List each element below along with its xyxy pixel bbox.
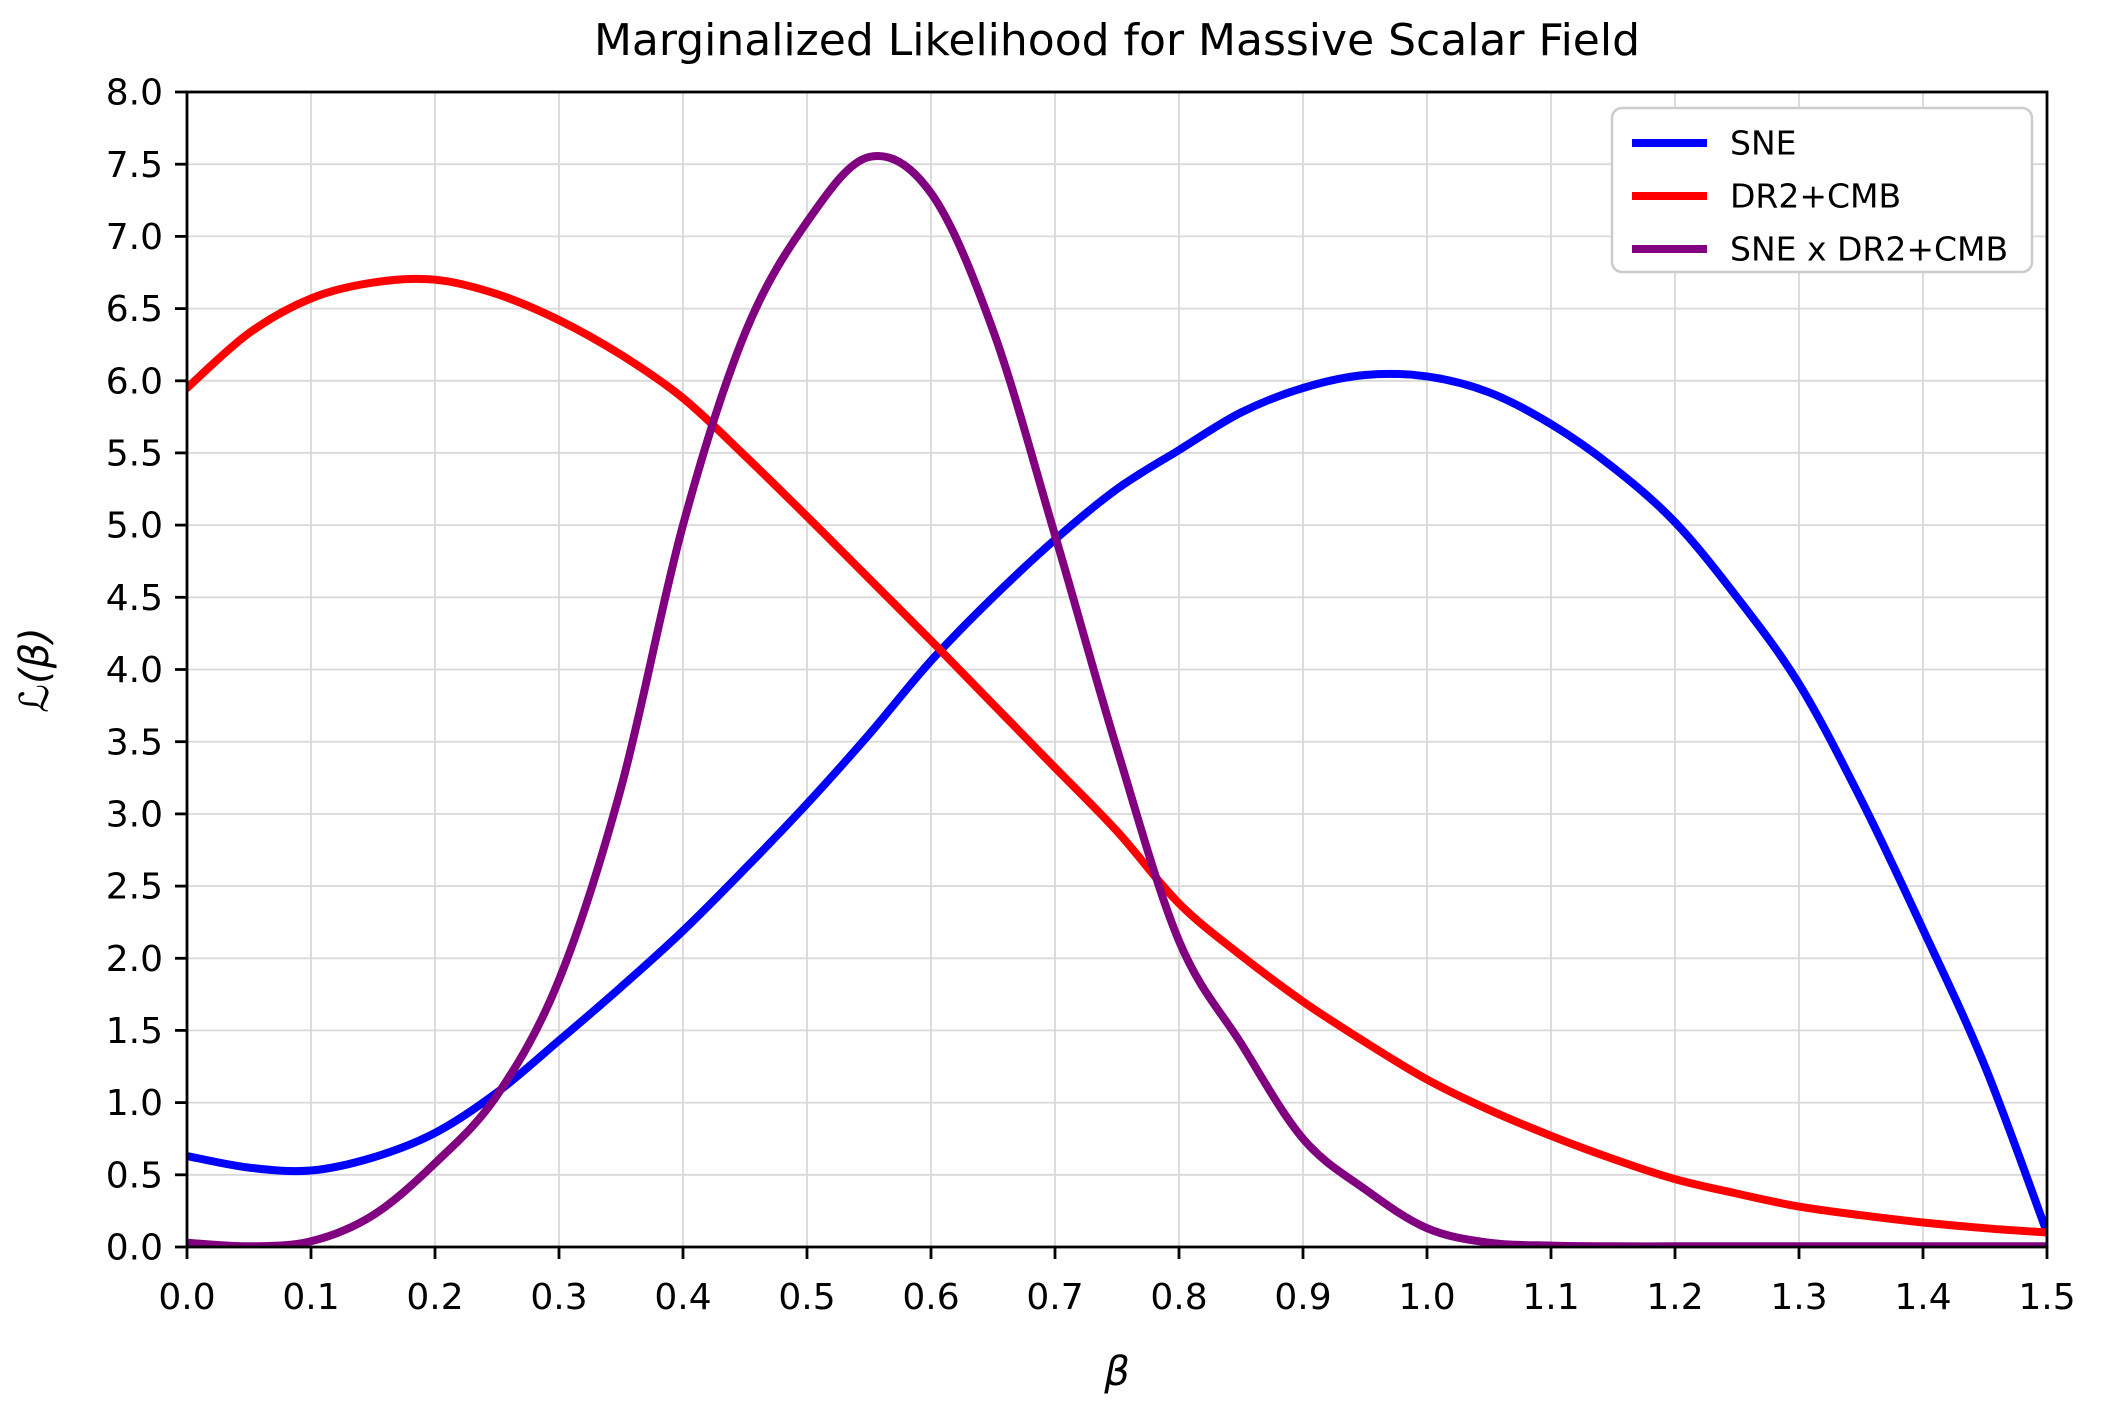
x-tick-label: 1.0 — [1398, 1277, 1455, 1318]
y-tick-label: 3.0 — [106, 795, 163, 836]
y-tick-label: 0.5 — [106, 1155, 163, 1196]
y-tick-label: 0.0 — [106, 1228, 163, 1269]
x-tick-label: 0.3 — [530, 1277, 587, 1318]
x-tick-label: 0.8 — [1150, 1277, 1207, 1318]
x-tick-label: 0.0 — [158, 1277, 215, 1318]
legend-label-sne-x-dr2-cmb: SNE x DR2+CMB — [1730, 230, 2008, 269]
y-tick-label: 5.0 — [106, 506, 163, 547]
y-tick-label: 1.0 — [106, 1083, 163, 1124]
tick-marks-and-labels: 0.0 0.1 0.2 0.3 0.4 0.5 0.6 0.7 0.8 0.9 1.0 1.1 1.2 1… — [106, 73, 2076, 1318]
y-tick-label: 7.5 — [106, 145, 163, 186]
y-tick-label: 6.5 — [106, 289, 163, 330]
chart-title: Marginalized Likelihood for Massive Scal… — [594, 15, 1640, 66]
x-tick-label: 1.4 — [1894, 1277, 1951, 1318]
y-tick-label: 6.0 — [106, 361, 163, 402]
x-tick-label: 0.1 — [282, 1277, 339, 1318]
x-tick-label: 0.9 — [1274, 1277, 1331, 1318]
x-tick-label: 1.1 — [1522, 1277, 1579, 1318]
dr2-cmb-curve — [187, 274, 2047, 1237]
legend-box — [1610, 106, 2034, 274]
y-tick-label: 4.5 — [106, 578, 163, 619]
x-tick-label: 0.4 — [654, 1277, 711, 1318]
x-tick-label: 1.2 — [1646, 1277, 1703, 1318]
y-tick-label: 8.0 — [106, 73, 163, 114]
x-tick-label: 1.3 — [1770, 1277, 1827, 1318]
x-tick-label: 1.5 — [2018, 1277, 2075, 1318]
y-tick-label: 7.0 — [106, 217, 163, 258]
x-tick-label: 0.2 — [406, 1277, 463, 1318]
legend-label-dr2-cmb: DR2+CMB — [1730, 177, 1901, 216]
legend: SNE DR2+CMB SNE x DR2+CMB — [1610, 106, 2034, 274]
x-axis-label: β — [1103, 1349, 1130, 1395]
x-tick-label: 0.6 — [902, 1277, 959, 1318]
y-tick-label: 1.5 — [106, 1011, 163, 1052]
legend-label-sne: SNE — [1730, 124, 1796, 163]
y-tick-label: 2.0 — [106, 939, 163, 980]
y-tick-label: 2.5 — [106, 867, 163, 908]
y-tick-label: 3.5 — [106, 722, 163, 763]
x-tick-label: 0.7 — [1026, 1277, 1083, 1318]
y-axis-label: ℒ(β) — [12, 627, 58, 713]
x-tick-label: 0.5 — [778, 1277, 835, 1318]
sne-curve — [187, 369, 2047, 1237]
y-tick-label: 5.5 — [106, 434, 163, 475]
y-tick-label: 4.0 — [106, 650, 163, 691]
